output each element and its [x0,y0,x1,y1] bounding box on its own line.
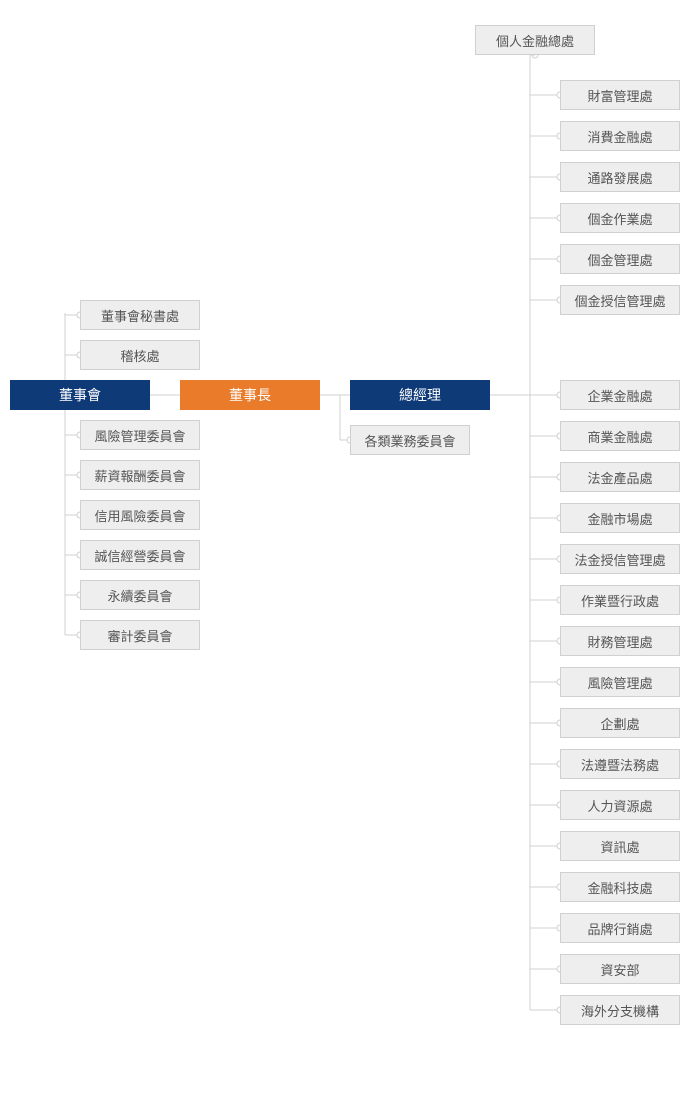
node-gm-child-14: 資安部 [560,954,680,984]
node-gm-child-2: 法金產品處 [560,462,680,492]
node-gm-child-12: 金融科技處 [560,872,680,902]
node-pf-child-1: 消費金融處 [560,121,680,151]
node-gm-child-0: 企業金融處 [560,380,680,410]
node-gm-child-15: 海外分支機構 [560,995,680,1025]
node-board-bottom-1: 薪資報酬委員會 [80,460,200,490]
node-gm-child-5: 作業暨行政處 [560,585,680,615]
node-gm-child-7: 風險管理處 [560,667,680,697]
node-pf-header: 個人金融總處 [475,25,595,55]
node-chairman: 董事長 [180,380,320,410]
node-gm-child-4: 法金授信管理處 [560,544,680,574]
node-board-bottom-5: 審計委員會 [80,620,200,650]
node-pf-child-5: 個金授信管理處 [560,285,680,315]
node-gm-child-9: 法遵暨法務處 [560,749,680,779]
node-gm-sub: 各類業務委員會 [350,425,470,455]
node-pf-child-4: 個金管理處 [560,244,680,274]
node-board-top-1: 稽核處 [80,340,200,370]
node-gm-child-10: 人力資源處 [560,790,680,820]
node-board-bottom-2: 信用風險委員會 [80,500,200,530]
node-pf-child-2: 通路發展處 [560,162,680,192]
node-gm: 總經理 [350,380,490,410]
node-gm-child-3: 金融市場處 [560,503,680,533]
node-board: 董事會 [10,380,150,410]
node-board-bottom-4: 永續委員會 [80,580,200,610]
node-board-bottom-0: 風險管理委員會 [80,420,200,450]
node-gm-child-6: 財務管理處 [560,626,680,656]
node-gm-child-1: 商業金融處 [560,421,680,451]
node-pf-child-0: 財富管理處 [560,80,680,110]
node-gm-child-13: 品牌行銷處 [560,913,680,943]
node-board-top-0: 董事會秘書處 [80,300,200,330]
node-pf-child-3: 個金作業處 [560,203,680,233]
node-gm-child-11: 資訊處 [560,831,680,861]
node-board-bottom-3: 誠信經營委員會 [80,540,200,570]
node-gm-child-8: 企劃處 [560,708,680,738]
